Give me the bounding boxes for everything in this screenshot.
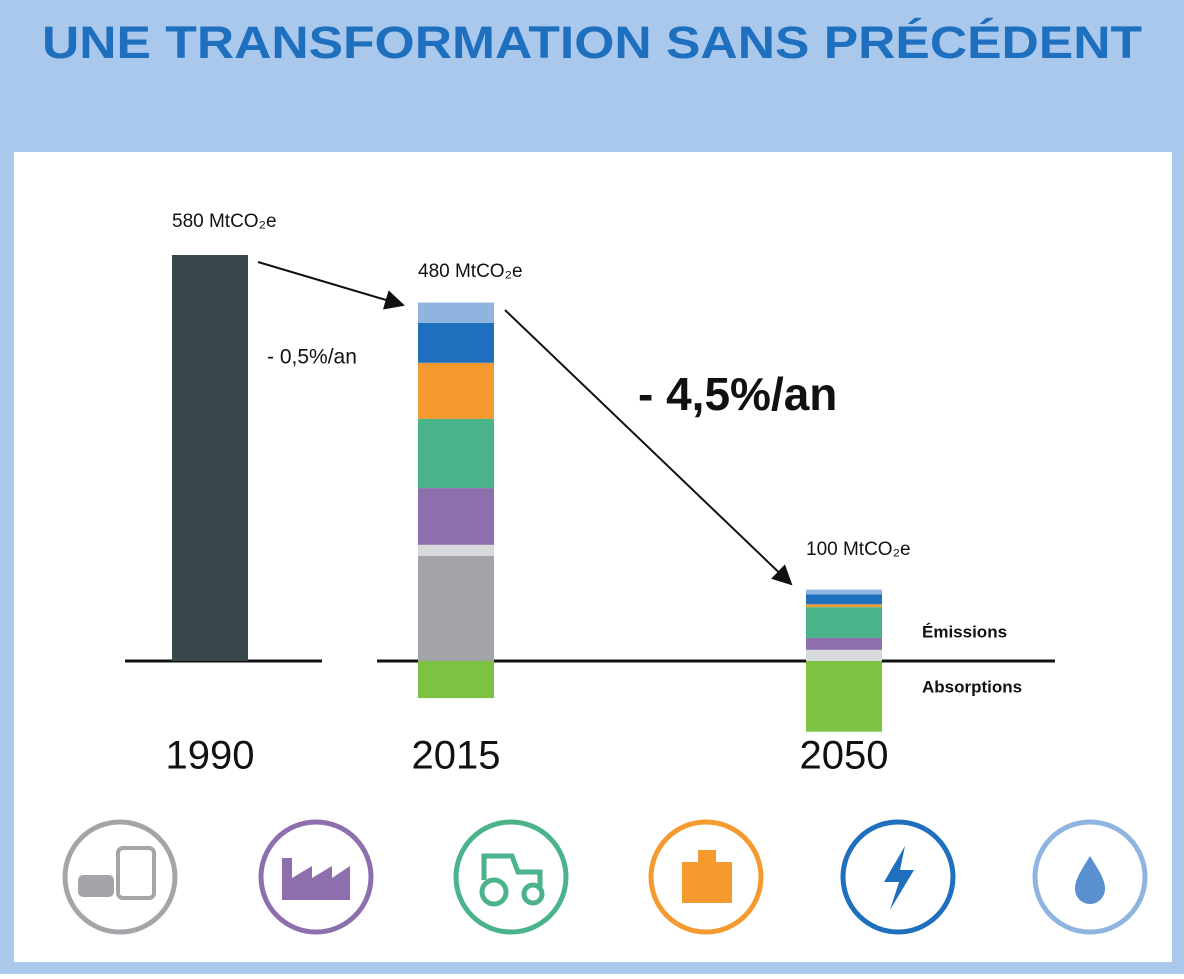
- bar-segment: [418, 322, 494, 363]
- bar-segment: [806, 661, 882, 732]
- chart-title: UNE TRANSFORMATION SANS PRÉCÉDENT: [42, 17, 1142, 68]
- total-label: 480 MtCO₂e: [418, 261, 523, 282]
- bar-segment: [806, 607, 882, 638]
- agriculture-icon: [453, 819, 569, 935]
- annotation: Absorptions: [922, 677, 1022, 696]
- bar-segment: [418, 544, 494, 556]
- bar-segment: [806, 649, 882, 661]
- energy-icon: [840, 819, 956, 935]
- bar-segment: [418, 488, 494, 545]
- bar-segment: [806, 604, 882, 608]
- buildings-icon: [648, 819, 764, 935]
- category-label: 1990: [166, 734, 255, 778]
- category-label: 2050: [800, 734, 889, 778]
- trend-arrow: [504, 309, 793, 586]
- bar-segment: [418, 418, 494, 489]
- total-label: 100 MtCO₂e: [806, 539, 911, 560]
- sector-icons: [62, 819, 1148, 935]
- bar-segment: [418, 362, 494, 419]
- annotation: - 4,5%/an: [638, 368, 837, 420]
- bar-segment: [806, 589, 882, 595]
- bar-segment: [172, 255, 248, 661]
- bar-segment: [418, 556, 494, 661]
- waste-icon: [1032, 819, 1148, 935]
- transport-icon: [62, 819, 178, 935]
- bar-segment: [806, 594, 882, 605]
- industry-icon: [258, 819, 374, 935]
- total-label: 580 MtCO₂e: [172, 211, 277, 232]
- bar-segment: [418, 661, 494, 699]
- bar-segment: [418, 302, 494, 323]
- annotation: - 0,5%/an: [267, 346, 357, 369]
- bar-segment: [806, 637, 882, 650]
- annotation: Émissions: [922, 622, 1007, 641]
- category-label: 2015: [412, 734, 501, 778]
- trend-arrow: [257, 261, 405, 310]
